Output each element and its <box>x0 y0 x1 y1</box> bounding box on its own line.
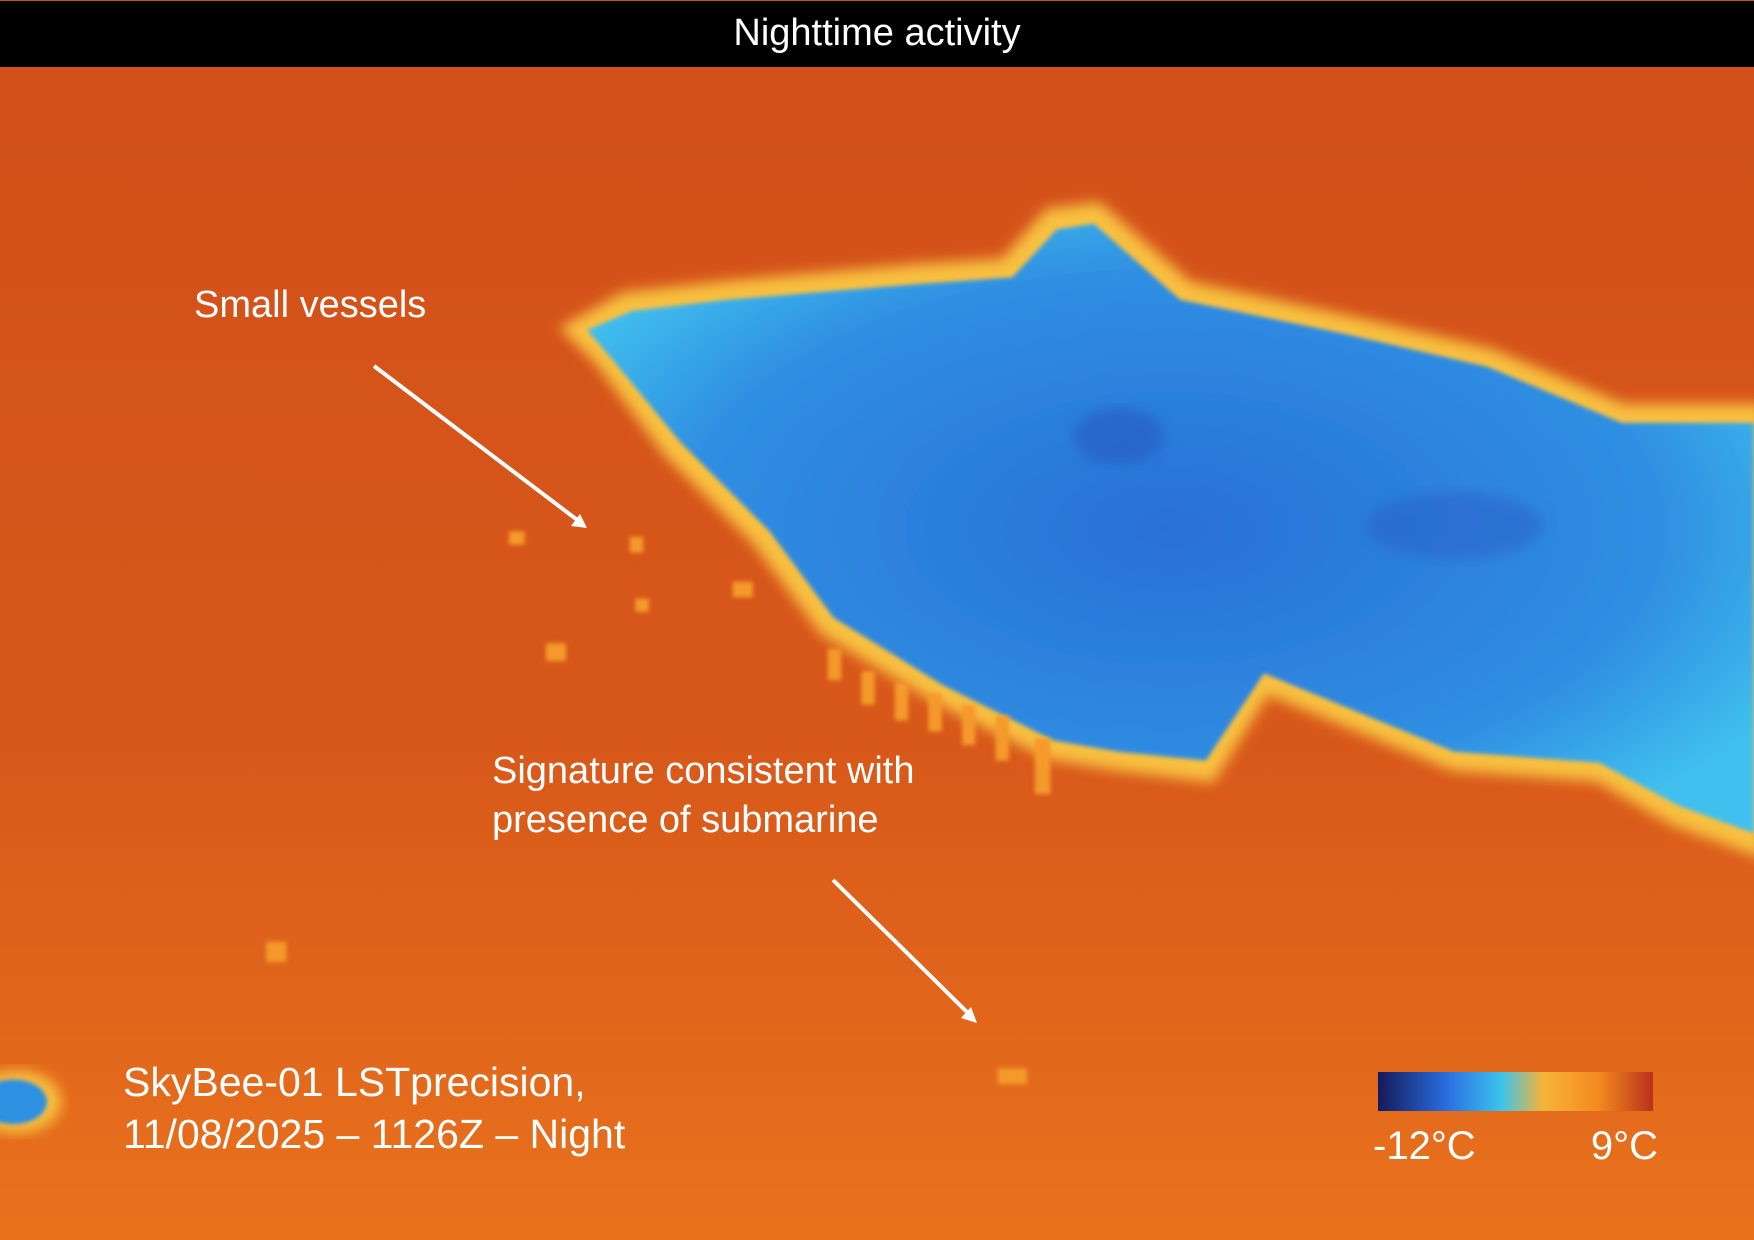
header: Nighttime activity <box>0 0 1754 67</box>
caption-line: 11/08/2025 – 1126Z – Night <box>123 1111 626 1157</box>
caption-line: SkyBee-01 LSTprecision, <box>123 1059 586 1105</box>
arrow-head <box>571 514 587 528</box>
caption: SkyBee-01 LSTprecision, 11/08/2025 – 112… <box>123 1056 625 1160</box>
colorbar <box>1378 1072 1653 1111</box>
colorbar-max-label: 9°C <box>1590 1124 1658 1168</box>
arrow-head <box>961 1007 977 1023</box>
annotation-line: Small vessels <box>194 284 427 326</box>
annotation-line: Signature consistent with <box>492 750 915 792</box>
colorbar-min-label: -12°C <box>1373 1124 1476 1168</box>
arrow <box>831 878 972 1017</box>
arrow <box>372 364 582 524</box>
annotation: Signature consistent with presence of su… <box>492 747 914 845</box>
annotation: Small vessels <box>194 281 426 330</box>
title: Nighttime activity <box>733 12 1021 54</box>
annotation-line: presence of submarine <box>492 799 879 841</box>
